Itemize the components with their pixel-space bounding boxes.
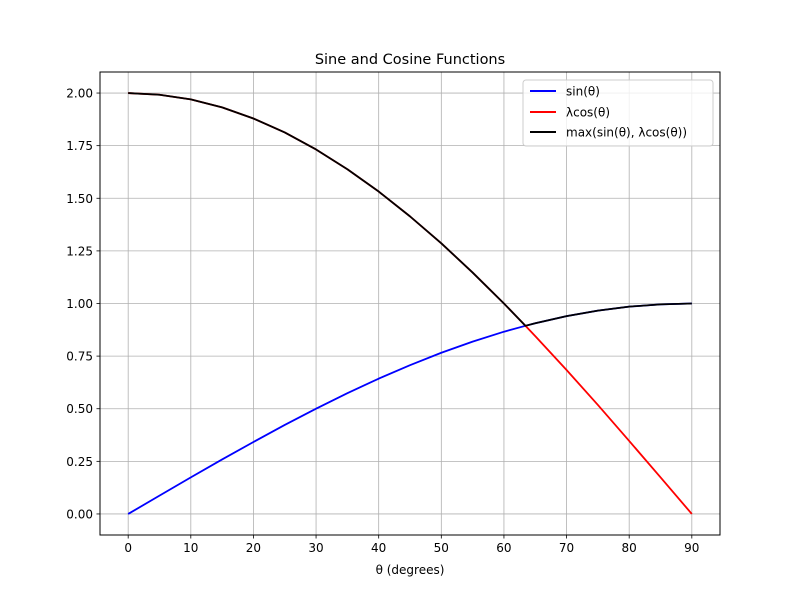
chart-title: Sine and Cosine Functions xyxy=(315,52,505,68)
y-tick-label: 0.50 xyxy=(66,402,93,416)
y-tick-label: 2.00 xyxy=(66,87,93,101)
x-tick-label: 40 xyxy=(371,541,386,555)
x-tick-label: 10 xyxy=(183,541,198,555)
legend-box xyxy=(522,79,714,147)
x-tick-label: 80 xyxy=(622,541,637,555)
max-series-line xyxy=(128,92,692,327)
x-tick-label: 90 xyxy=(684,541,699,555)
legend-label-lambda-cos: λcos(θ) xyxy=(566,106,610,120)
y-tick-label: 1.25 xyxy=(66,244,93,258)
x-tick-label: 50 xyxy=(434,541,449,555)
y-tick-label: 1.00 xyxy=(66,297,93,311)
legend: sin(θ) λcos(θ) max(sin(θ), λcos(θ)) xyxy=(522,79,714,147)
x-tick-label: 70 xyxy=(559,541,574,555)
x-tick-label: 30 xyxy=(308,541,323,555)
y-tick-label: 0.25 xyxy=(66,455,93,469)
series-lines xyxy=(127,92,693,515)
x-tick-label: 20 xyxy=(246,541,261,555)
ticks: 0 10 20 30 40 50 60 70 80 90 0.00 0.25 0.50 0.75 1.00 1… xyxy=(66,87,699,555)
y-tick-label: 1.50 xyxy=(66,192,93,206)
y-tick-label: 0.75 xyxy=(66,350,93,364)
y-tick-label: 1.75 xyxy=(66,139,93,153)
x-tick-label: 0 xyxy=(124,541,132,555)
y-tick-label: 0.00 xyxy=(66,507,93,521)
x-tick-label: 60 xyxy=(496,541,511,555)
x-axis-label: θ (degrees) xyxy=(376,563,445,577)
legend-label-max: max(sin(θ), λcos(θ)) xyxy=(566,126,687,140)
legend-label-sin: sin(θ) xyxy=(566,85,600,99)
